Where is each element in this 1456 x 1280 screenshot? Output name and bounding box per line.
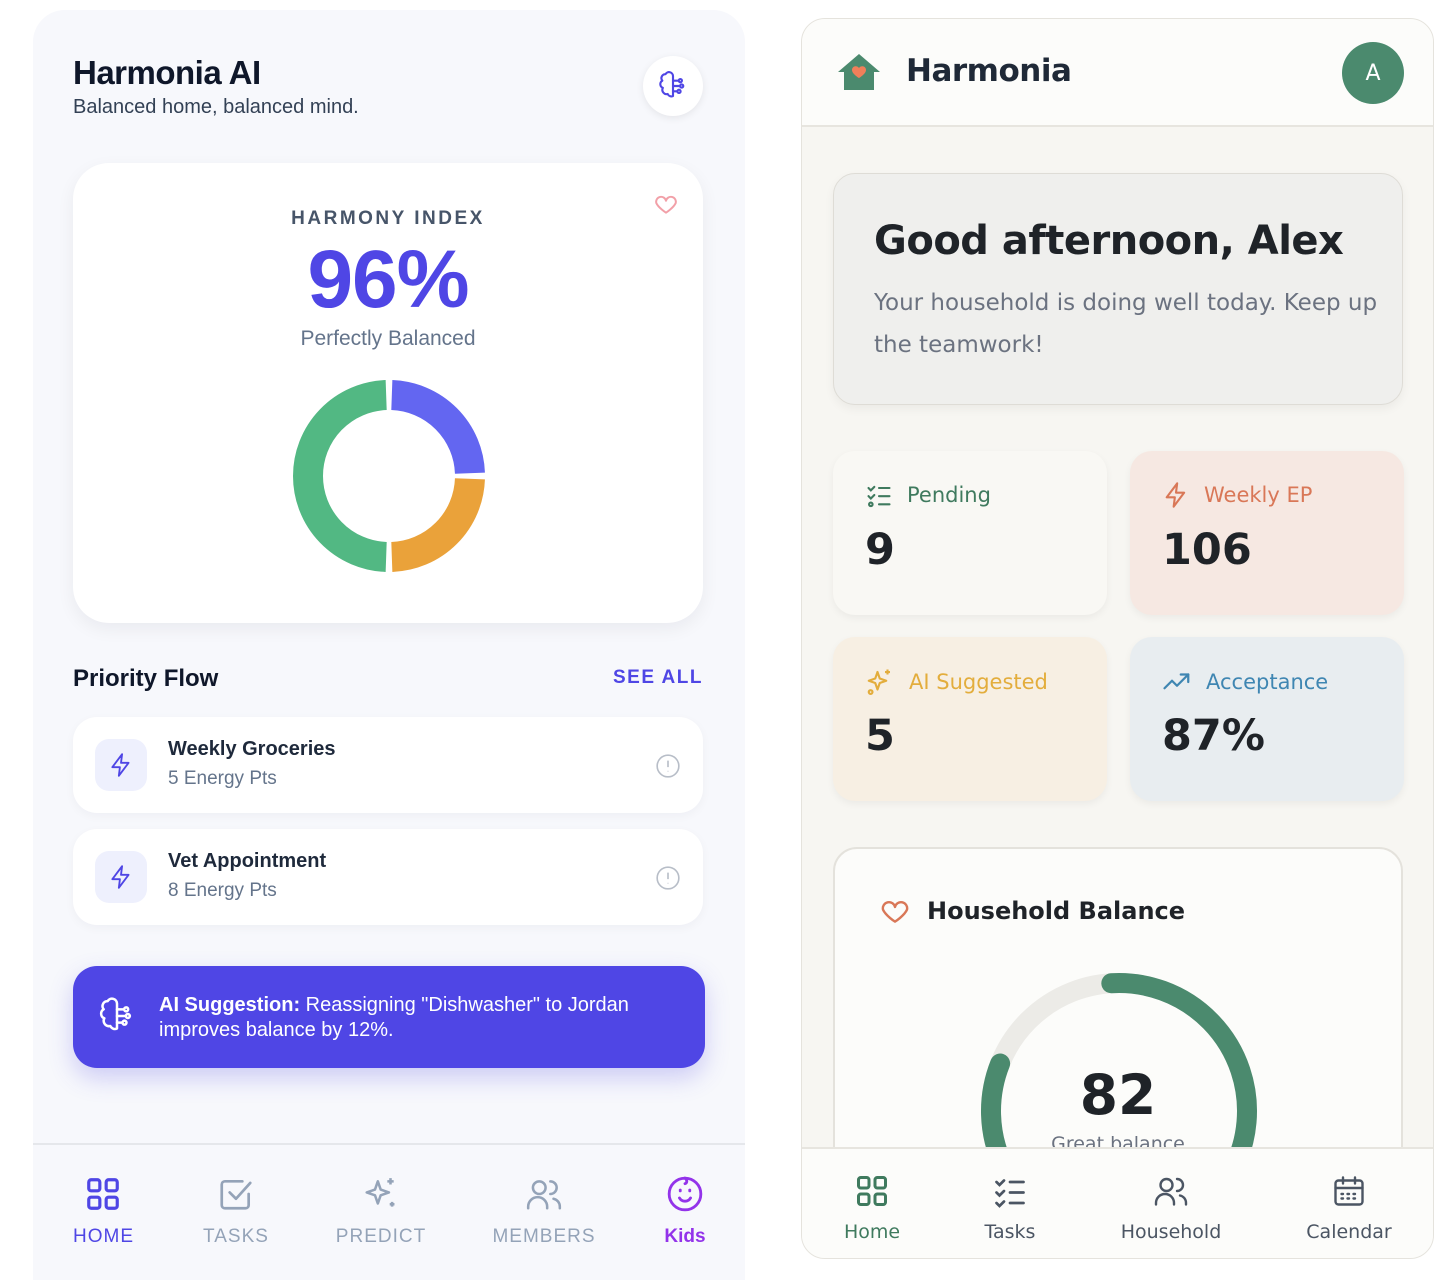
harmonia-ai-panel: Harmonia AI Balanced home, balanced mind… xyxy=(33,10,745,1280)
users-icon xyxy=(526,1180,562,1210)
stat-value: 87% xyxy=(1162,711,1265,761)
info-icon[interactable] xyxy=(655,753,681,779)
donut-segment-amber xyxy=(390,477,485,572)
grid-icon xyxy=(857,1176,887,1206)
sparkles-icon xyxy=(365,1178,395,1207)
nav-tasks[interactable]: TASKS xyxy=(201,1175,271,1248)
nav-label: PREDICT xyxy=(335,1226,427,1247)
info-icon[interactable] xyxy=(655,865,681,891)
stat-card-weekly-ep[interactable]: Weekly EP 106 xyxy=(1130,451,1404,615)
stat-value: 5 xyxy=(865,711,895,761)
stat-card-ai-suggested[interactable]: AI Suggested 5 xyxy=(833,637,1107,801)
checkbox-icon xyxy=(220,1179,252,1210)
lightning-icon xyxy=(95,851,147,903)
app-title: Harmonia AI xyxy=(73,54,261,91)
stat-card-pending[interactable]: Pending 9 xyxy=(833,451,1107,615)
nav-kids[interactable]: Kids xyxy=(661,1175,709,1248)
harmony-index-label: HARMONY INDEX xyxy=(291,208,485,229)
users-icon xyxy=(1154,1177,1188,1206)
bottom-nav: HOME TASKS PREDICT MEMBERS Kids xyxy=(33,1143,745,1280)
nav-home[interactable]: Home xyxy=(842,1173,902,1243)
nav-members[interactable]: MEMBERS xyxy=(491,1175,597,1248)
greeting-text: Your household is doing well today. Keep… xyxy=(874,290,1378,358)
avatar[interactable]: A xyxy=(1342,42,1404,104)
checklist-icon xyxy=(995,1179,1025,1208)
baby-face-icon xyxy=(667,1176,703,1212)
stat-label: Pending xyxy=(907,483,991,507)
app-subtitle: Balanced home, balanced mind. xyxy=(73,96,359,118)
priority-item-points: 8 Energy Pts xyxy=(168,880,277,901)
nav-household[interactable]: Household xyxy=(1116,1173,1226,1243)
see-all-link[interactable]: SEE ALL xyxy=(612,667,703,688)
ai-suggestion-prefix: AI Suggestion: xyxy=(159,994,301,1016)
greeting-card: Good afternoon, Alex Your household is d… xyxy=(833,173,1403,405)
balance-value: 82 xyxy=(1079,1063,1157,1127)
nav-label: Home xyxy=(843,1221,901,1243)
house-heart-logo-icon xyxy=(838,54,880,90)
grid-icon xyxy=(87,1178,119,1210)
stat-label: AI Suggested xyxy=(909,670,1048,694)
heart-icon[interactable] xyxy=(653,191,679,217)
ai-suggestion-banner[interactable]: AI Suggestion: Reassigning "Dishwasher" … xyxy=(73,966,705,1068)
nav-predict[interactable]: PREDICT xyxy=(335,1175,427,1248)
stat-label: Acceptance xyxy=(1206,670,1329,694)
nav-label: HOME xyxy=(73,1226,134,1247)
donut-segment-green xyxy=(293,380,388,572)
stat-card-acceptance[interactable]: Acceptance 87% xyxy=(1130,637,1404,801)
trend-up-icon xyxy=(1163,673,1190,690)
heart-icon xyxy=(881,901,909,923)
calendar-icon xyxy=(1334,1176,1364,1206)
priority-item[interactable]: Weekly Groceries 5 Energy Pts xyxy=(73,717,703,813)
harmony-index-card: HARMONY INDEX 96% Perfectly Balanced xyxy=(73,163,703,623)
priority-item-name: Weekly Groceries xyxy=(168,738,336,760)
nav-label: TASKS xyxy=(203,1226,269,1247)
bottom-nav: Home Tasks Household Calendar xyxy=(802,1147,1433,1258)
priority-flow-title: Priority Flow xyxy=(73,665,219,692)
brain-icon xyxy=(99,997,132,1031)
ai-suggestion-text: AI Suggestion: Reassigning "Dishwasher" … xyxy=(159,993,679,1043)
household-balance-title: Household Balance xyxy=(927,897,1186,925)
harmony-state: Perfectly Balanced xyxy=(300,327,476,350)
priority-item[interactable]: Vet Appointment 8 Energy Pts xyxy=(73,829,703,925)
ai-suggestion-body: Reassigning "Dishwasher" to Jordan impro… xyxy=(159,994,629,1041)
lightning-icon xyxy=(95,739,147,791)
priority-item-points: 5 Energy Pts xyxy=(168,768,277,789)
nav-label: Tasks xyxy=(984,1221,1036,1243)
nav-label: MEMBERS xyxy=(492,1226,596,1247)
nav-label: Kids xyxy=(664,1226,706,1247)
greeting-title: Good afternoon, Alex xyxy=(874,218,1344,264)
nav-calendar[interactable]: Calendar xyxy=(1302,1173,1396,1243)
harmony-donut-chart xyxy=(293,380,485,572)
nav-home[interactable]: HOME xyxy=(73,1175,133,1248)
nav-label: Household xyxy=(1120,1221,1222,1243)
brain-icon xyxy=(659,71,685,98)
stat-label: Weekly EP xyxy=(1204,483,1313,507)
nav-tasks[interactable]: Tasks xyxy=(982,1173,1038,1243)
checklist-icon xyxy=(867,485,891,508)
lightning-icon xyxy=(1165,482,1186,508)
ai-brain-button[interactable] xyxy=(643,56,703,116)
app-header: Harmonia A xyxy=(802,19,1433,127)
donut-segment-indigo xyxy=(390,380,485,475)
app-title: Harmonia xyxy=(906,53,1072,89)
stat-value: 106 xyxy=(1162,525,1252,575)
stat-value: 9 xyxy=(865,525,895,575)
harmony-index-value: 96% xyxy=(307,234,469,325)
harmonia-panel: Harmonia A Good afternoon, Alex Your hou… xyxy=(801,18,1434,1259)
nav-label: Calendar xyxy=(1306,1221,1392,1243)
sparkles-icon xyxy=(867,669,890,695)
priority-item-name: Vet Appointment xyxy=(168,850,327,872)
